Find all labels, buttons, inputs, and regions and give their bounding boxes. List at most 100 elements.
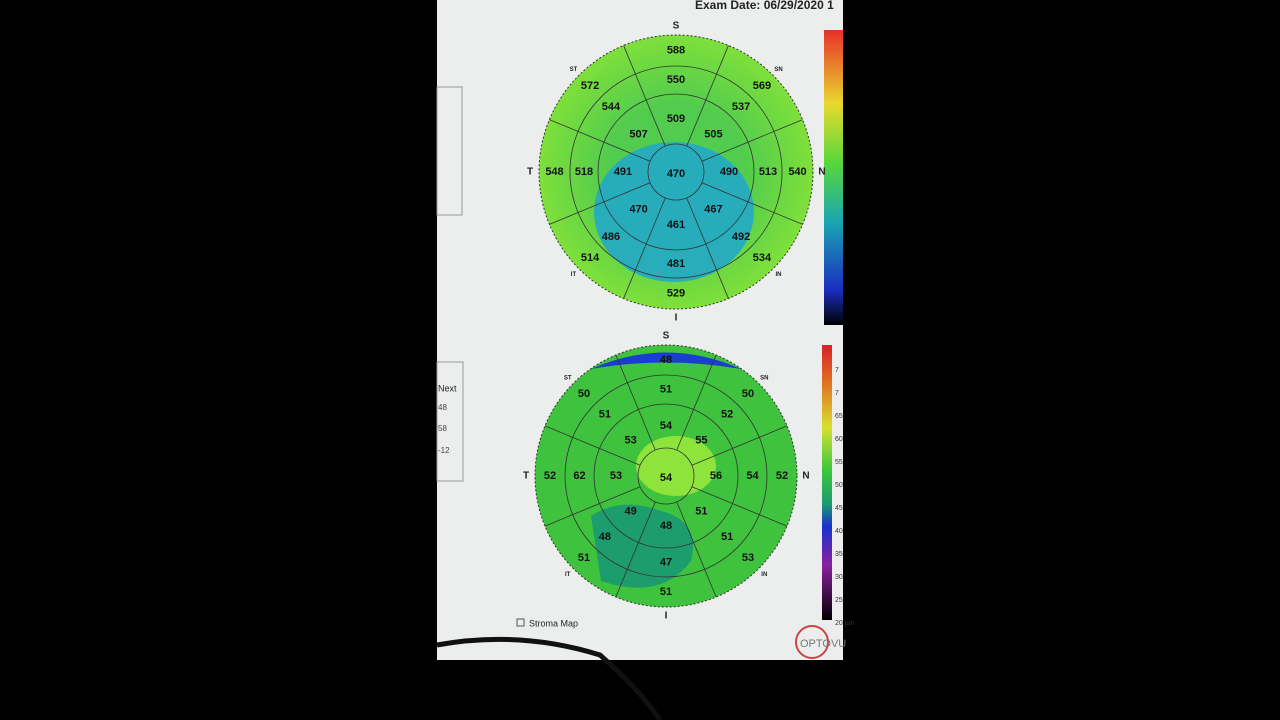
zone-value: 470 (629, 203, 647, 215)
zone-value: 534 (753, 252, 772, 264)
panel-row: -12 (438, 446, 450, 455)
direction-label: I (675, 313, 678, 324)
direction-label: N (818, 167, 825, 178)
zone-value: 470 (667, 168, 685, 180)
exam-date: Exam Date: 06/29/2020 1 (695, 0, 834, 12)
stroma-map-label[interactable]: Stroma Map (529, 618, 578, 628)
scale-label: 7 (835, 367, 839, 374)
zone-value: 53 (625, 435, 637, 447)
zone-value: 49 (625, 505, 637, 517)
cable (436, 636, 663, 720)
sector-line (676, 354, 717, 451)
direction-label: IN (761, 572, 767, 578)
sector-line (701, 182, 803, 225)
zone-value: 51 (660, 383, 672, 395)
zone-value: 509 (667, 113, 685, 125)
scale-label: 30 (835, 574, 843, 581)
zone-value: 492 (732, 231, 750, 243)
zone-value: 540 (788, 166, 806, 178)
zone-value: 51 (660, 586, 672, 598)
scale-label: 50 (835, 482, 843, 489)
sector-line (676, 501, 717, 598)
zone-value: 47 (660, 556, 672, 568)
zone-value: 537 (732, 101, 750, 113)
zone-value: 529 (667, 287, 685, 299)
zone-value: 48 (660, 354, 672, 366)
panel-header: Next (438, 383, 457, 393)
zone-value: 548 (545, 166, 563, 178)
sector-line (701, 119, 803, 162)
direction-label: S (673, 21, 680, 32)
zone-value: 481 (667, 258, 685, 270)
left-box (436, 86, 463, 216)
zone-ring (597, 93, 755, 251)
zone-value: 486 (602, 231, 620, 243)
color-bar (824, 30, 843, 325)
zone-value: 53 (742, 552, 754, 564)
zone-value: 544 (602, 101, 621, 113)
sector-line (686, 197, 729, 299)
zone-value: 54 (746, 470, 759, 482)
zone-value: 52 (721, 409, 733, 421)
zone-ring (637, 447, 695, 505)
sector-line (691, 425, 788, 466)
zone-value: 52 (544, 470, 556, 482)
direction-label: SN (760, 375, 768, 381)
zone-value: 513 (759, 166, 777, 178)
zone-value: 51 (578, 552, 590, 564)
sector-line (544, 425, 641, 466)
zone-value: 514 (581, 252, 600, 264)
sector-line (623, 197, 666, 299)
zone-value: 48 (660, 520, 672, 532)
zone-value: 51 (695, 505, 707, 517)
zone-value: 54 (660, 420, 673, 432)
sector-line (691, 486, 788, 527)
scale-label: 45 (835, 505, 843, 512)
color-bar (822, 345, 832, 620)
thin-region (591, 504, 693, 588)
sector-line (549, 182, 651, 225)
sector-line (615, 354, 656, 451)
zone-value: 505 (704, 128, 722, 140)
scale-label: 7 (835, 390, 839, 397)
panel-row: 48 (438, 403, 447, 412)
direction-label: S (663, 331, 670, 342)
zone-value: 467 (704, 203, 722, 215)
zone-value: 48 (599, 531, 611, 543)
checkbox[interactable] (516, 618, 525, 627)
zone-value: 490 (720, 166, 738, 178)
zone-value: 50 (742, 388, 754, 400)
thick-region (636, 436, 716, 496)
scale-label: 65 (835, 413, 843, 420)
scale-label: 40 (835, 528, 843, 535)
sector-line (623, 45, 666, 147)
left-box (436, 361, 464, 482)
zone-value: 518 (575, 166, 593, 178)
zone-value: 507 (629, 128, 647, 140)
direction-label: N (802, 471, 809, 482)
zone-value: 62 (573, 470, 585, 482)
zone-value: 53 (610, 470, 622, 482)
direction-label: I (665, 611, 668, 622)
direction-label: T (527, 167, 533, 178)
zone-value: 588 (667, 44, 685, 56)
sector-line (549, 119, 651, 162)
zone-value: 569 (753, 80, 771, 92)
direction-label: IT (571, 272, 577, 278)
direction-label: T (523, 471, 529, 482)
zone-value: 572 (581, 80, 599, 92)
zone-value: 51 (721, 531, 733, 543)
scale-label: 25 (835, 597, 843, 604)
zone-value: 54 (660, 472, 673, 484)
zone-value: 50 (578, 388, 590, 400)
scale-label: 20 µm (835, 620, 855, 627)
zone-value: 491 (614, 166, 632, 178)
zone-ring (564, 374, 768, 578)
zone-value: 51 (599, 409, 611, 421)
direction-label: IT (565, 572, 571, 578)
zone-value: 550 (667, 74, 685, 86)
edge-region (591, 352, 741, 369)
logo: OPTOVU (800, 638, 846, 650)
direction-label: ST (564, 375, 572, 381)
